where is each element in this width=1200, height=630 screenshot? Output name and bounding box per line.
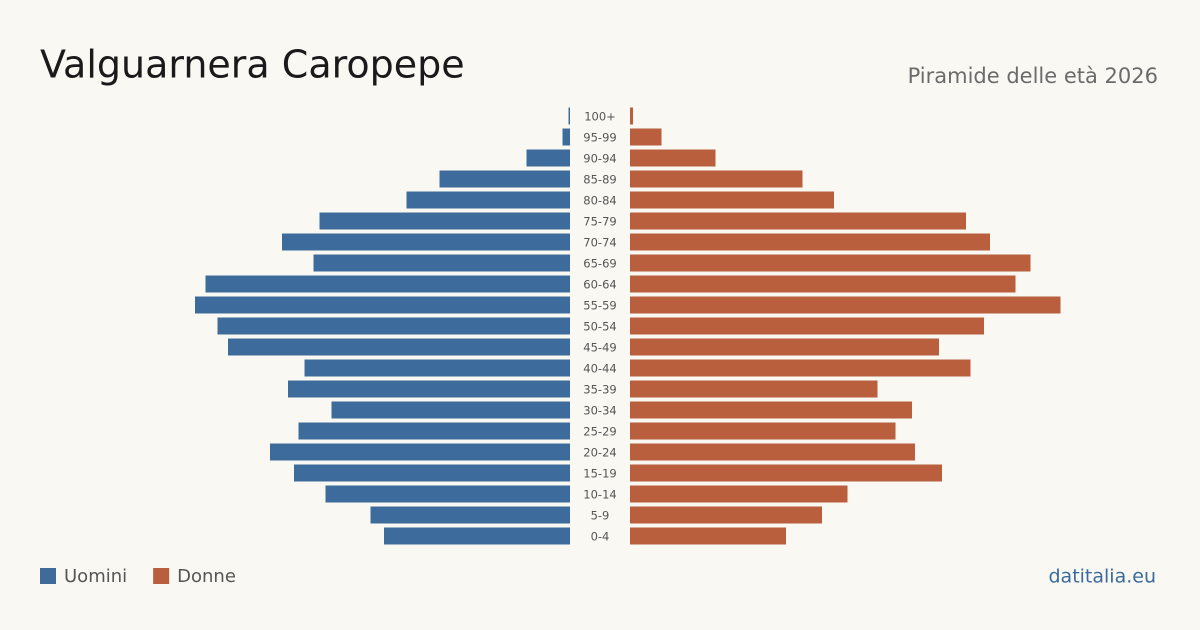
bar — [630, 317, 984, 335]
bar — [630, 485, 848, 503]
bar — [562, 128, 570, 146]
bar — [319, 212, 570, 230]
bar — [630, 128, 662, 146]
legend-label: Uomini — [64, 566, 127, 587]
bar — [630, 506, 822, 524]
bar — [384, 527, 570, 545]
bar — [630, 527, 786, 545]
bar — [630, 380, 878, 398]
age-label: 85-89 — [583, 173, 616, 187]
age-label: 80-84 — [583, 194, 616, 208]
bar — [630, 191, 834, 209]
age-label: 0-4 — [591, 530, 610, 544]
age-label: 100+ — [584, 110, 616, 124]
age-label: 95-99 — [583, 131, 616, 145]
age-label: 30-34 — [583, 404, 616, 418]
bar — [205, 275, 570, 293]
legend-swatch — [40, 568, 56, 584]
bar — [217, 317, 570, 335]
age-label: 35-39 — [583, 383, 616, 397]
age-label: 20-24 — [583, 446, 616, 460]
bar — [195, 296, 570, 314]
bar — [630, 233, 990, 251]
bar — [270, 443, 570, 461]
age-label: 5-9 — [591, 509, 610, 523]
age-label: 15-19 — [583, 467, 616, 481]
bar — [630, 401, 912, 419]
bar — [294, 464, 570, 482]
bar — [630, 338, 939, 356]
bar — [630, 464, 942, 482]
bar — [325, 485, 570, 503]
bar — [228, 338, 570, 356]
bar — [370, 506, 570, 524]
legend-swatch — [153, 568, 170, 584]
source: datitalia.eu — [1049, 566, 1157, 588]
bar — [630, 212, 966, 230]
bar — [331, 401, 570, 419]
age-label: 50-54 — [583, 320, 616, 334]
age-label: 60-64 — [583, 278, 616, 292]
bar — [630, 275, 1016, 293]
bar — [406, 191, 570, 209]
bar — [630, 422, 896, 440]
age-label: 10-14 — [583, 488, 616, 502]
bar — [630, 296, 1061, 314]
bar — [630, 359, 971, 377]
bar — [439, 170, 570, 188]
bar — [630, 170, 803, 188]
bar — [630, 149, 716, 167]
bar — [568, 107, 570, 125]
bar — [526, 149, 570, 167]
age-label: 65-69 — [583, 257, 616, 271]
age-label: 45-49 — [583, 341, 616, 355]
bar — [304, 359, 570, 377]
bar — [298, 422, 570, 440]
bar — [313, 254, 570, 272]
legend-label: Donne — [177, 566, 236, 587]
bar — [630, 254, 1031, 272]
bar — [282, 233, 570, 251]
bar — [630, 443, 915, 461]
age-label: 70-74 — [583, 236, 616, 250]
bar — [288, 380, 570, 398]
chart-title: Valguarnera Caropepe — [40, 43, 465, 87]
age-label: 25-29 — [583, 425, 616, 439]
age-label: 75-79 — [583, 215, 616, 229]
age-label: 55-59 — [583, 299, 616, 313]
chart-subtitle: Piramide delle età 2026 — [908, 64, 1158, 88]
bar — [630, 107, 633, 125]
age-label: 40-44 — [583, 362, 616, 376]
age-label: 90-94 — [583, 152, 616, 166]
